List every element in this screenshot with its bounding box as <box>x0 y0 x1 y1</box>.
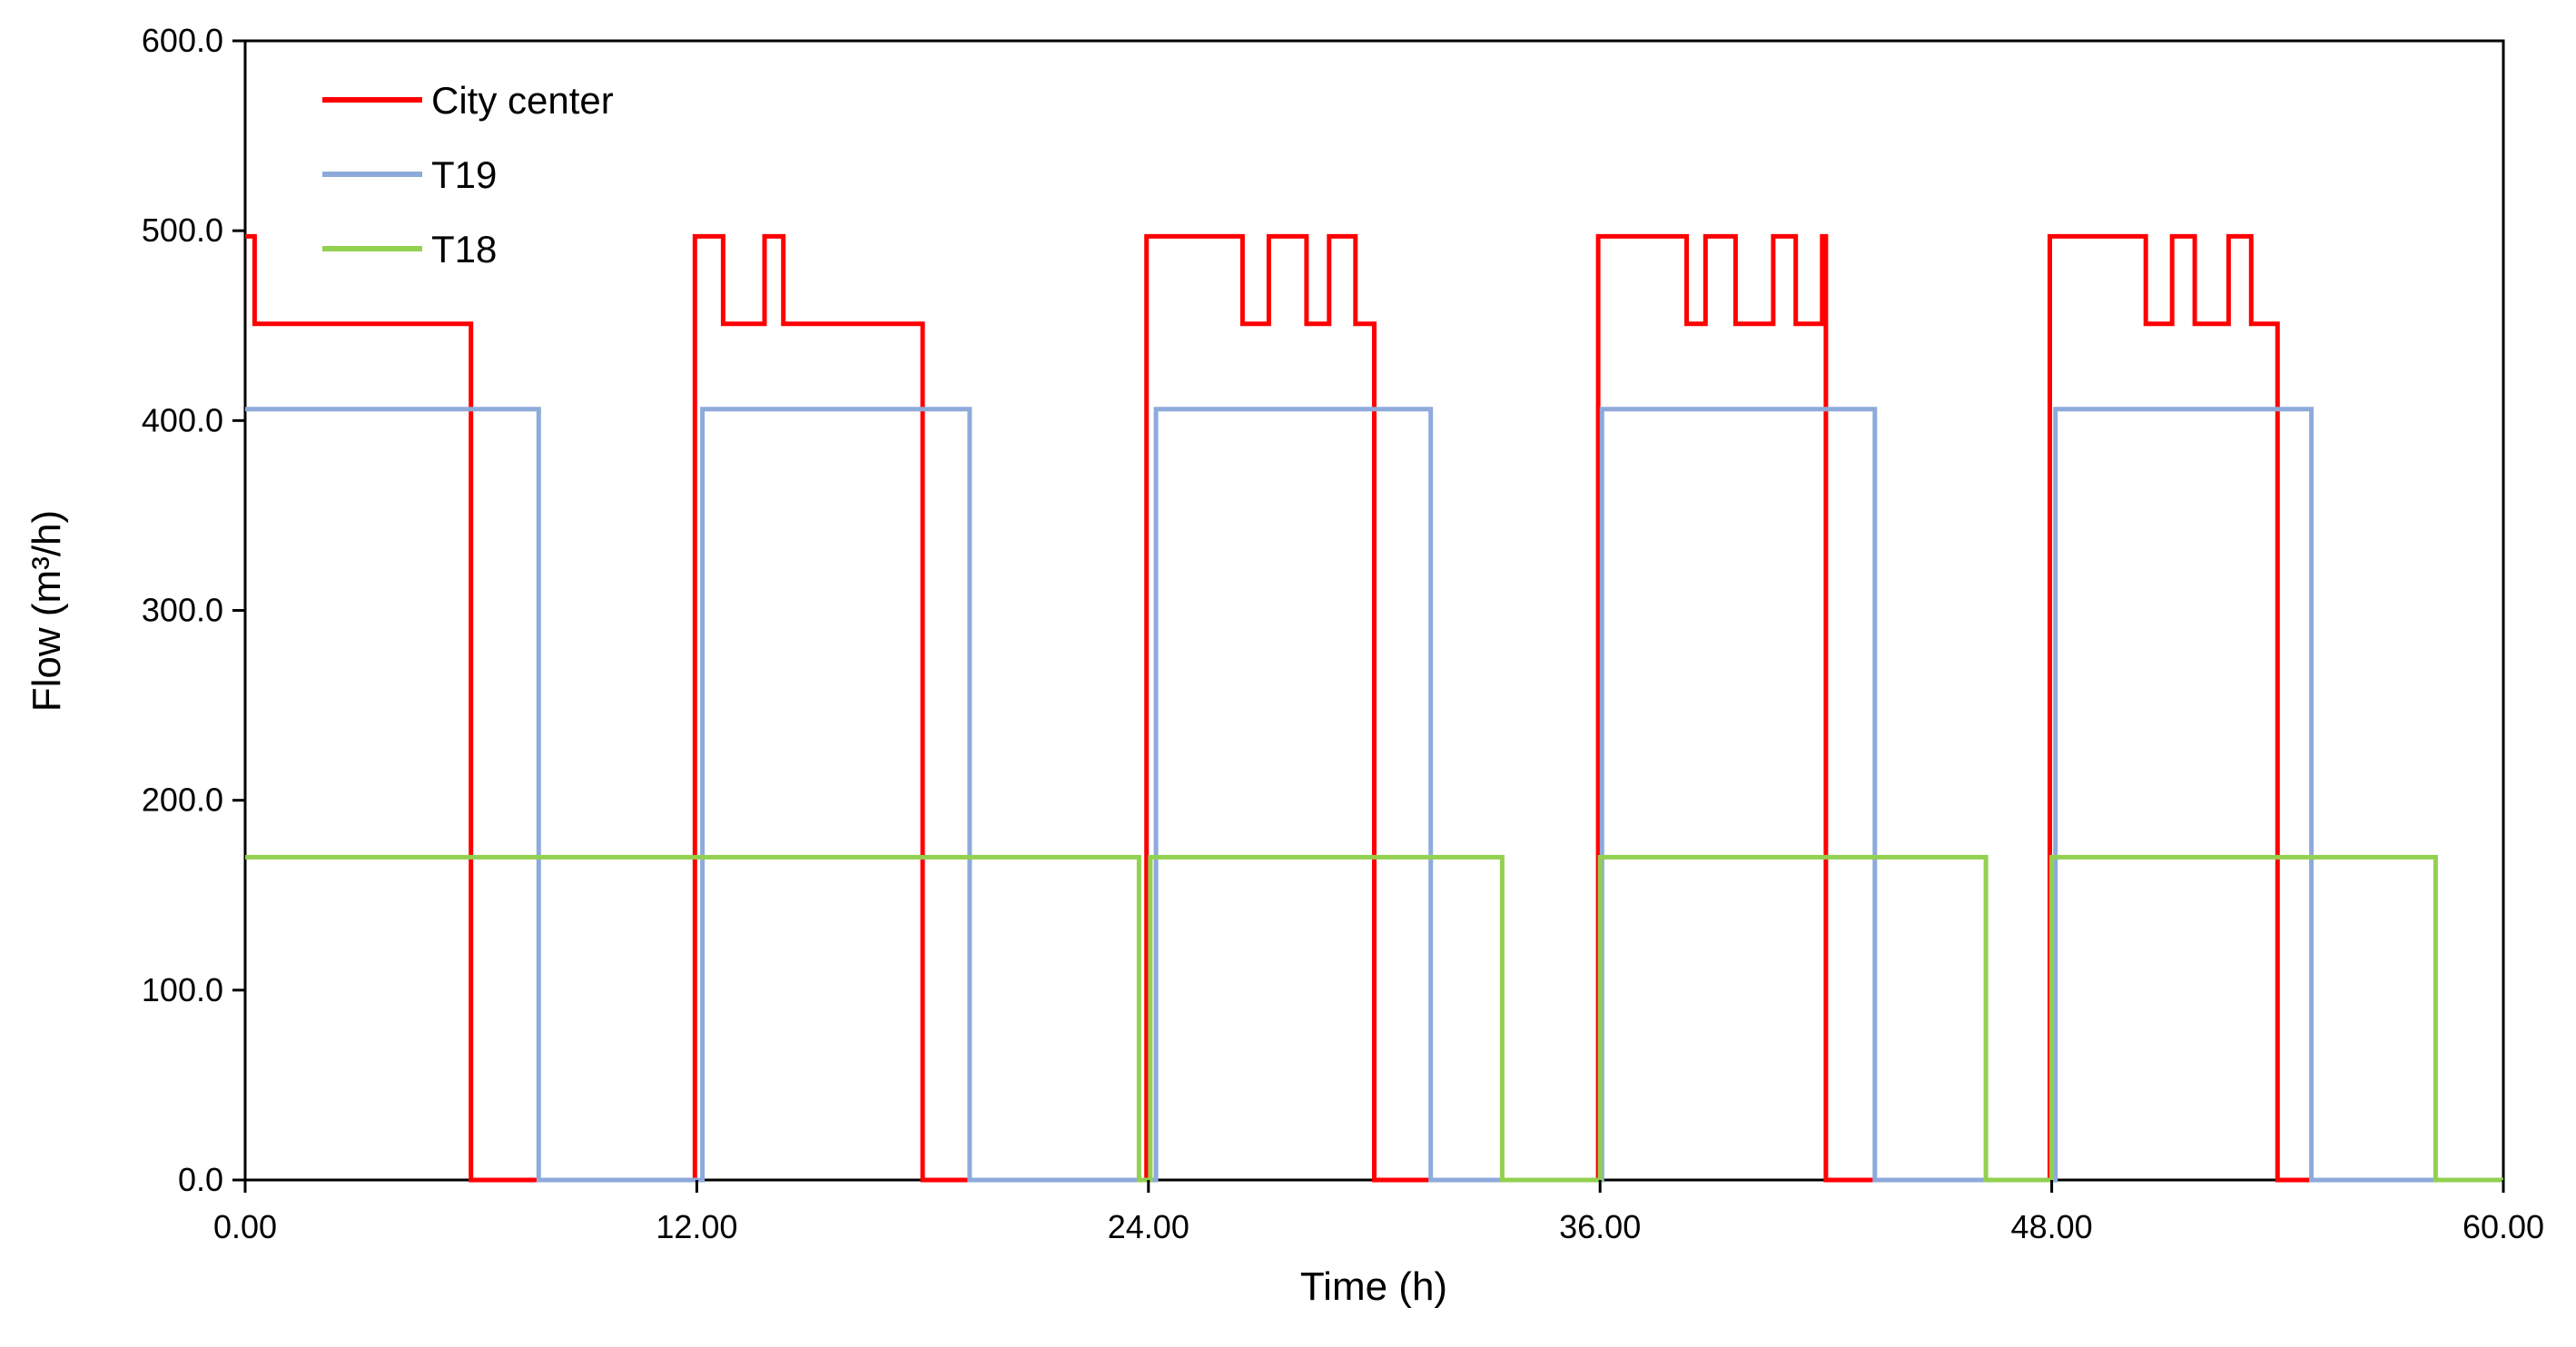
y-tick-label: 600.0 <box>142 22 223 59</box>
x-tick-label: 12.00 <box>656 1208 737 1245</box>
x-tick-label: 0.00 <box>213 1208 277 1245</box>
series-line-2 <box>245 407 2503 1183</box>
series-line-3 <box>245 854 2503 1183</box>
legend-label: City center <box>431 79 614 122</box>
series-line-1 <box>245 233 2503 1183</box>
legend-label: T19 <box>431 153 497 196</box>
x-tick-label: 24.00 <box>1108 1208 1189 1245</box>
x-tick-label: 48.00 <box>2011 1208 2093 1245</box>
x-tick-label: 60.00 <box>2462 1208 2544 1245</box>
legend-label: T18 <box>431 228 497 270</box>
y-axis: 0.0 100.0 200.0 300.0 400.0 500.0 600.0 <box>142 22 245 1198</box>
y-tick-label: 0.0 <box>178 1161 223 1198</box>
y-tick-label: 200.0 <box>142 782 223 819</box>
y-axis-title: Flow (m³/h) <box>25 510 69 712</box>
x-tick-label: 36.00 <box>1559 1208 1641 1245</box>
y-tick-label: 300.0 <box>142 592 223 629</box>
legend: City center T19 T18 <box>322 79 614 270</box>
x-axis: 0.00 12.00 24.00 36.00 48.00 60.00 <box>213 1180 2544 1245</box>
y-tick-label: 400.0 <box>142 401 223 438</box>
x-axis-title: Time (h) <box>1300 1264 1447 1309</box>
series-layer <box>245 233 2503 1183</box>
y-tick-label: 100.0 <box>142 971 223 1008</box>
y-tick-label: 500.0 <box>142 211 223 249</box>
